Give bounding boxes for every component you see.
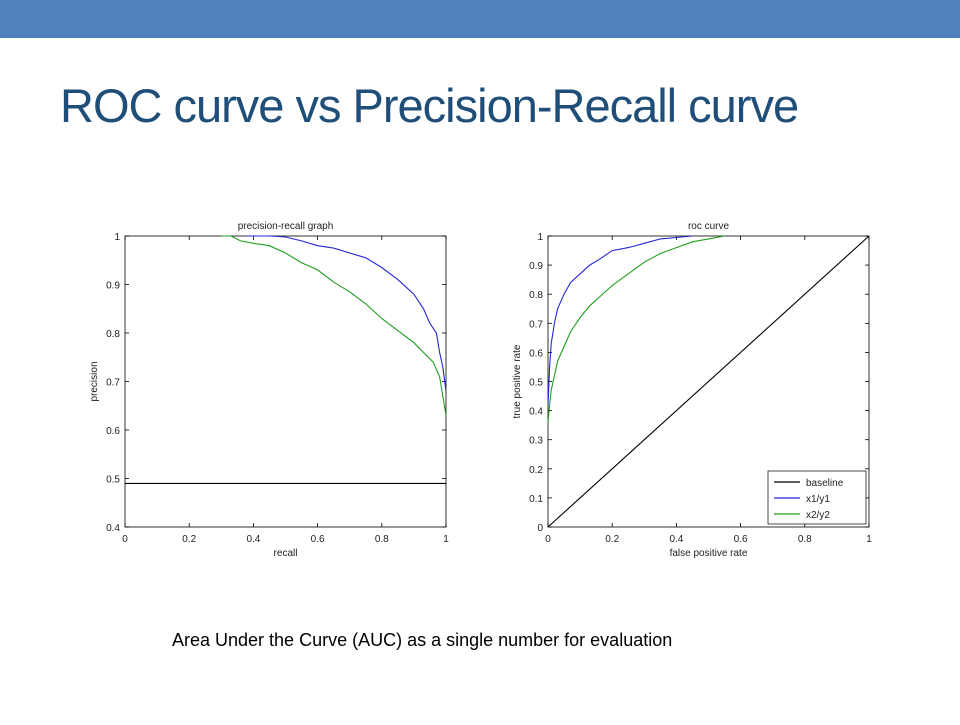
y-tick-label: 0.6: [106, 426, 120, 437]
x-tick-label: 0.6: [311, 534, 325, 545]
y-tick-label: 0.4: [529, 407, 543, 418]
y-tick-label: 0.5: [106, 475, 120, 486]
series-line-baseline: [547, 235, 870, 528]
y-tick-label: 0.7: [106, 378, 120, 389]
y-tick-label: 0.8: [106, 329, 120, 340]
x-axis-label: false positive rate: [670, 548, 748, 559]
x-tick-label: 0: [545, 534, 551, 545]
slide-title: ROC curve vs Precision-Recall curve: [60, 79, 799, 132]
chart-title: roc curve: [688, 221, 730, 232]
chart-title: precision-recall graph: [238, 221, 334, 232]
x-tick-label: 0.6: [734, 534, 748, 545]
series-line-x2-y2: [547, 235, 725, 423]
y-tick-label: 0.9: [529, 261, 543, 272]
y-tick-label: 0.3: [529, 436, 543, 447]
y-axis-label: precision: [89, 361, 100, 401]
x-tick-label: 0.2: [182, 534, 196, 545]
x-tick-label: 0.4: [246, 534, 260, 545]
y-tick-label: 1: [114, 232, 120, 243]
y-tick-label: 0.6: [529, 348, 543, 359]
y-tick-label: 1: [537, 232, 543, 243]
legend-label: baseline: [806, 478, 844, 489]
top-accent-bar: [0, 0, 960, 38]
y-tick-label: 0.4: [106, 523, 120, 534]
caption: Area Under the Curve (AUC) as a single n…: [172, 630, 673, 650]
y-tick-label: 0: [537, 523, 543, 534]
y-tick-label: 0.1: [529, 494, 543, 505]
x-tick-label: 0.8: [798, 534, 812, 545]
series-line-2: [221, 235, 447, 416]
x-axis-label: recall: [274, 548, 298, 559]
y-tick-label: 0.2: [529, 465, 543, 476]
x-tick-label: 1: [443, 534, 449, 545]
x-tick-label: 0.2: [605, 534, 619, 545]
x-tick-label: 0.8: [375, 534, 389, 545]
chart-0: 0 0.2 0.4 0.6 0.8 1 0.4 0.5 0.6 0.7 0.8 0.9 1 precisi…: [89, 221, 449, 559]
x-tick-label: 0: [122, 534, 128, 545]
y-tick-label: 0.5: [529, 378, 543, 389]
y-axis-label: true positive rate: [512, 344, 523, 418]
x-tick-label: 0.4: [669, 534, 683, 545]
y-tick-label: 0.9: [106, 281, 120, 292]
chart-1: 0 0.2 0.4 0.6 0.8 1 0 0.1 0.2 0.3 0.4 0.5 0.6 0.7 0.8 0…: [512, 221, 872, 559]
x-tick-label: 1: [866, 534, 872, 545]
legend-label: x1/y1: [806, 494, 830, 505]
series-line-1: [247, 235, 447, 392]
y-tick-label: 0.7: [529, 319, 543, 330]
y-tick-label: 0.8: [529, 290, 543, 301]
series-line-x1-y1: [547, 235, 693, 405]
legend-label: x2/y2: [806, 510, 830, 521]
plot-frame: [124, 235, 447, 528]
